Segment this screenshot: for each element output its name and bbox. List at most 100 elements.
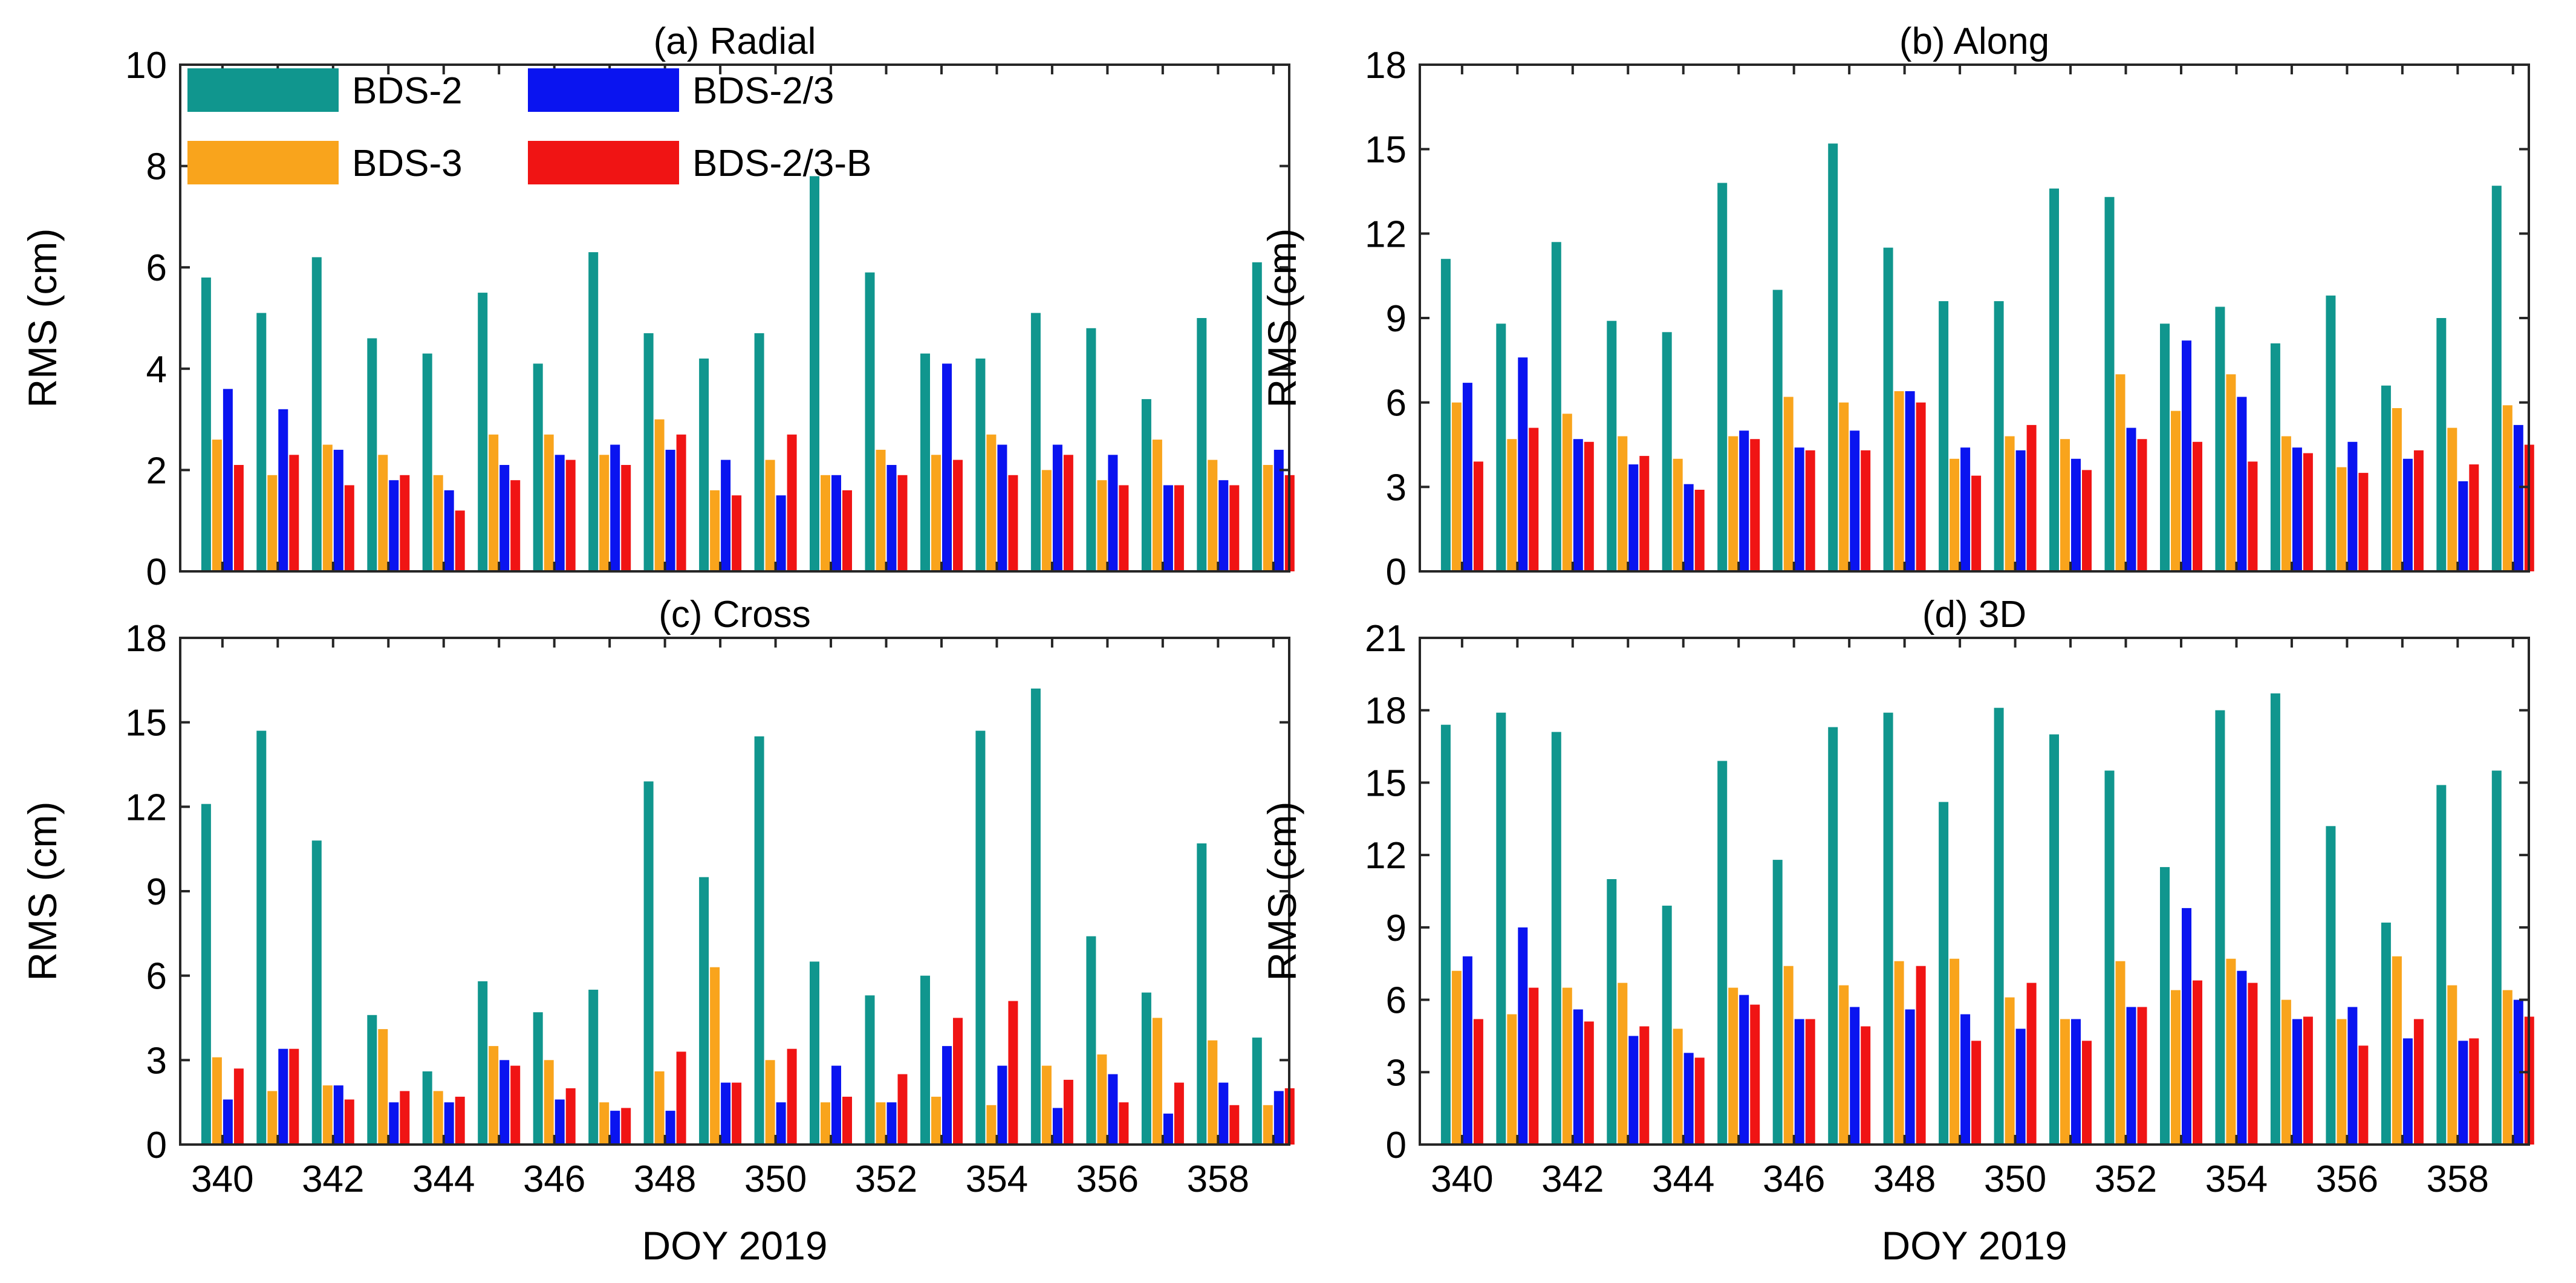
panel-title: (d) 3D: [1922, 594, 2026, 635]
bar-bds-2-345: [1717, 761, 1728, 1145]
bar-bds-2-359: [2491, 770, 2502, 1145]
bar-bds-2-3-b-351: [842, 490, 852, 571]
bar-bds-3-357: [1152, 1018, 1162, 1145]
bar-bds-2-3-b-351: [2082, 1041, 2092, 1145]
x-tick-label: 348: [634, 1158, 696, 1200]
bar-bds-2-3-358: [1218, 1082, 1229, 1145]
bar-bds-3-358: [1208, 460, 1218, 571]
bar-bds-3-357: [2392, 408, 2402, 571]
bar-bds-2-346: [1772, 860, 1783, 1145]
bar-bds-2-3-352: [886, 1102, 897, 1145]
bar-bds-2-3-353: [942, 1046, 952, 1145]
bar-bds-2-3-351: [2071, 1019, 2081, 1145]
y-axis-label: RMS (cm): [1260, 229, 1304, 408]
bar-bds-2-340: [1440, 259, 1451, 571]
y-tick-label: 9: [1386, 298, 1407, 340]
bar-bds-3-345: [1728, 436, 1738, 571]
bar-bds-3-341: [1507, 439, 1517, 571]
bar-bds-3-340: [1451, 970, 1462, 1145]
bar-bds-2-3-357: [1163, 1113, 1173, 1145]
bar-bds-2-353: [2160, 867, 2170, 1145]
bar-bds-2-3-b-340: [1473, 461, 1483, 571]
bar-bds-2-352: [865, 995, 875, 1145]
bar-bds-2-3-b-353: [2193, 980, 2202, 1145]
bar-bds-2-3-357: [2402, 458, 2413, 571]
bar-bds-2-3-b-358: [1229, 1105, 1240, 1145]
bar-bds-2-355: [2270, 343, 2280, 571]
bar-bds-2-3-b-357: [2413, 450, 2424, 571]
bar-bds-3-350: [2005, 436, 2015, 571]
bar-bds-2-3-348: [1905, 391, 1915, 571]
bar-bds-2-3-b-341: [1529, 987, 1539, 1145]
bar-bds-2-354: [975, 359, 986, 571]
bar-bds-3-355: [1041, 1065, 1052, 1145]
bar-bds-3-340: [212, 440, 222, 571]
bar-bds-2-352: [865, 272, 875, 571]
bar-bds-2-3-b-356: [1119, 485, 1129, 571]
bar-bds-2-3-b-354: [1008, 475, 1018, 571]
bar-bds-2-3-b-353: [953, 460, 963, 571]
bar-bds-2-3-b-353: [2193, 441, 2202, 571]
bar-bds-2-3-b-357: [1174, 1082, 1184, 1145]
bar-bds-2-3-b-341: [289, 1048, 299, 1145]
bar-bds-2-3-347: [1850, 1007, 1860, 1145]
bar-bds-2-3-349: [1960, 1014, 1971, 1145]
y-tick-label: 3: [146, 1040, 167, 1082]
bar-bds-2-3-b-358: [1229, 485, 1240, 571]
bar-bds-2-344: [1662, 905, 1672, 1145]
bar-bds-2-350: [1994, 707, 2004, 1145]
bar-bds-2-3-349: [1960, 447, 1971, 571]
bar-bds-2-3-b-357: [2413, 1019, 2424, 1145]
bar-bds-2-3-b-345: [510, 480, 521, 571]
y-tick-label: 21: [1365, 618, 1407, 660]
bar-bds-2-348: [1883, 712, 1893, 1145]
bar-bds-3-343: [1618, 436, 1628, 571]
bar-bds-2-3-b-346: [1805, 1019, 1815, 1145]
bar-bds-3-349: [1950, 958, 1960, 1145]
panel-b-along: 0 3 6 9 12 15 18 (b) Along RMS (cm): [1260, 21, 2534, 593]
x-tick-label: 342: [302, 1158, 364, 1200]
bar-bds-2-345: [478, 293, 488, 571]
bar-bds-3-353: [2171, 411, 2181, 571]
bar-bds-2-343: [367, 338, 377, 571]
legend-swatch-bds-2-3-b: [528, 141, 679, 184]
bar-bds-3-352: [876, 449, 886, 571]
bar-bds-3-344: [1673, 458, 1683, 571]
bar-bds-3-347: [1839, 985, 1849, 1145]
bar-bds-2-3-b-342: [1584, 441, 1594, 571]
bar-bds-2-3-350: [2015, 1028, 2026, 1145]
y-tick-label: 0: [146, 1125, 167, 1166]
y-tick-label: 12: [1365, 213, 1407, 255]
panel-title: (b) Along: [1899, 21, 2049, 62]
bar-bds-3-355: [2281, 999, 2291, 1145]
bar-bds-3-354: [2226, 958, 2236, 1145]
y-tick-label: 6: [146, 956, 167, 998]
bar-bds-3-346: [544, 434, 554, 571]
bar-bds-2-356: [2326, 826, 2336, 1145]
bar-bds-2-342: [311, 257, 322, 571]
bar-bds-3-343: [1618, 983, 1628, 1145]
bar-bds-2-3-344: [1683, 484, 1694, 571]
bar-bds-2-3-351: [2071, 458, 2081, 571]
bar-bds-2-3-348: [1905, 1009, 1915, 1145]
bar-bds-2-3-b-353: [953, 1018, 963, 1145]
bar-bds-3-354: [986, 1105, 997, 1145]
bar-bds-2-3-354: [997, 444, 1007, 571]
bar-bds-2-353: [920, 353, 930, 571]
bar-bds-3-357: [1152, 440, 1162, 571]
legend-swatch-bds-3: [187, 141, 339, 184]
bar-bds-2-3-354: [2237, 397, 2247, 571]
bar-bds-2-3-346: [1794, 447, 1804, 571]
bar-bds-2-3-343: [1628, 1036, 1639, 1145]
bar-bds-2-3-b-348: [676, 1051, 686, 1145]
bar-bds-2-3-359: [2513, 424, 2523, 571]
bar-bds-2-3-b-354: [1008, 1001, 1018, 1145]
bar-bds-2-3-342: [1573, 1009, 1583, 1145]
bar-bds-2-3-353: [2182, 340, 2191, 571]
bar-bds-2-3-b-349: [1971, 1041, 1982, 1145]
bar-bds-2-3-b-342: [344, 1099, 354, 1145]
bar-bds-2-3-b-355: [2303, 1016, 2313, 1145]
bar-bds-2-341: [256, 313, 267, 571]
bar-bds-2-351: [2049, 734, 2059, 1145]
